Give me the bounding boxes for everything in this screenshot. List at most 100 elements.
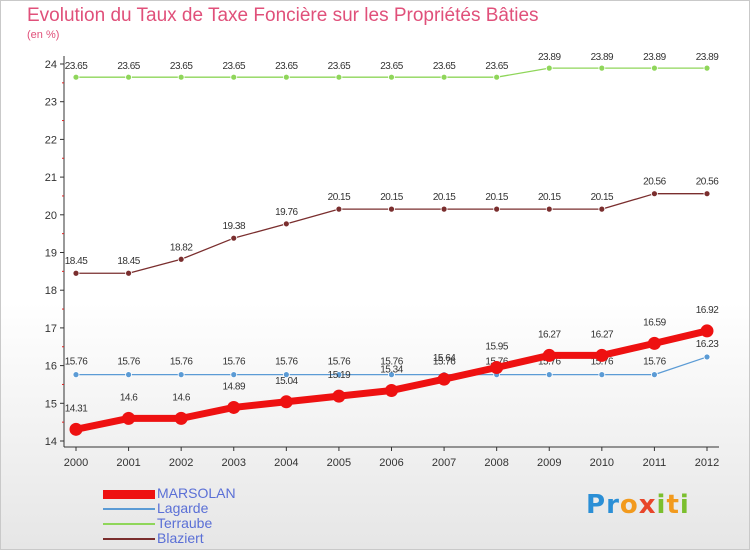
data-label-marsolan: 15.64 — [433, 353, 456, 364]
data-label-terraube: 23.65 — [170, 61, 193, 72]
data-point-blaziert — [440, 205, 448, 213]
data-point-terraube — [177, 73, 185, 81]
data-label-terraube: 23.65 — [380, 61, 403, 72]
data-point-blaziert — [545, 205, 553, 213]
data-point-marsolan — [542, 348, 556, 362]
data-point-blaziert — [651, 190, 658, 198]
data-point-lagarde — [230, 371, 238, 379]
x-tick-label: 2000 — [64, 457, 88, 469]
data-label-lagarde: 15.76 — [591, 357, 614, 368]
data-label-lagarde: 15.76 — [222, 357, 245, 368]
data-point-blaziert — [177, 255, 185, 263]
data-label-lagarde: 16.23 — [696, 339, 719, 350]
data-label-terraube: 23.65 — [433, 61, 456, 72]
x-tick-label: 2008 — [484, 457, 508, 469]
data-point-marsolan — [279, 395, 293, 409]
x-tick-label: 2001 — [116, 457, 140, 469]
data-label-blaziert: 20.15 — [485, 192, 508, 203]
data-label-lagarde: 15.76 — [170, 357, 193, 368]
data-point-terraube — [72, 73, 80, 81]
x-tick-label: 2005 — [327, 457, 351, 469]
data-label-blaziert: 19.76 — [275, 207, 298, 218]
logo-letter: i — [679, 490, 690, 520]
data-point-terraube — [388, 73, 395, 81]
data-point-marsolan — [437, 372, 451, 386]
data-point-terraube — [703, 64, 711, 72]
y-tick-label: 22 — [45, 134, 57, 146]
data-point-lagarde — [545, 371, 553, 379]
data-label-blaziert: 20.56 — [696, 177, 719, 188]
data-label-marsolan: 14.31 — [65, 403, 88, 414]
data-point-lagarde — [177, 371, 185, 379]
y-tick-label: 14 — [45, 436, 57, 448]
data-label-blaziert: 20.56 — [643, 177, 666, 188]
data-point-terraube — [335, 73, 343, 81]
data-label-blaziert: 20.15 — [328, 192, 351, 203]
data-label-terraube: 23.65 — [328, 61, 351, 72]
y-tick-label: 20 — [45, 210, 57, 222]
data-label-terraube: 23.89 — [538, 52, 561, 63]
data-label-lagarde: 15.76 — [275, 357, 298, 368]
data-point-lagarde — [125, 371, 132, 379]
data-point-blaziert — [493, 205, 501, 213]
data-label-terraube: 23.65 — [485, 61, 508, 72]
data-point-lagarde — [72, 371, 80, 379]
x-tick-label: 2007 — [432, 457, 456, 469]
data-label-lagarde: 15.76 — [328, 357, 351, 368]
data-label-blaziert: 18.45 — [117, 256, 140, 267]
data-label-terraube: 23.89 — [696, 52, 719, 63]
legend-swatch-marsolan — [103, 490, 155, 499]
x-tick-label: 2009 — [537, 457, 561, 469]
data-point-terraube — [282, 73, 290, 81]
series-line-marsolan — [75, 327, 708, 433]
x-tick-label: 2003 — [222, 457, 246, 469]
legend-label: Blaziert — [157, 530, 204, 546]
data-point-blaziert — [388, 205, 395, 213]
data-label-blaziert: 19.38 — [222, 221, 245, 232]
data-label-terraube: 23.65 — [65, 61, 88, 72]
data-point-terraube — [125, 73, 132, 81]
data-label-blaziert: 18.45 — [65, 256, 88, 267]
data-point-marsolan — [174, 411, 188, 425]
data-point-lagarde — [703, 353, 711, 361]
data-label-marsolan: 16.59 — [643, 317, 666, 328]
y-tick-label: 17 — [45, 323, 57, 335]
logo-letter: x — [638, 490, 657, 520]
data-label-lagarde: 15.76 — [65, 357, 88, 368]
data-point-marsolan — [385, 383, 398, 397]
data-point-lagarde — [388, 371, 395, 379]
data-label-blaziert: 20.15 — [380, 192, 403, 203]
y-unit-label: (en %) — [27, 29, 60, 41]
data-point-marsolan — [122, 411, 136, 425]
data-point-lagarde — [651, 371, 658, 379]
data-label-terraube: 23.89 — [643, 52, 666, 63]
data-point-blaziert — [282, 220, 290, 228]
x-tick-label: 2012 — [695, 457, 719, 469]
y-tick-label: 21 — [45, 172, 57, 184]
data-point-lagarde — [598, 371, 606, 379]
logo-letter: o — [619, 490, 639, 520]
x-tick-label: 2011 — [643, 457, 667, 469]
y-tick-label: 18 — [45, 285, 57, 297]
data-point-blaziert — [335, 205, 343, 213]
x-tick-label: 2006 — [379, 457, 403, 469]
legend-label: Lagarde — [157, 500, 209, 516]
data-point-marsolan — [647, 336, 661, 350]
logo-letter: t — [666, 490, 680, 520]
data-point-marsolan — [69, 422, 83, 436]
y-tick-label: 19 — [45, 248, 57, 260]
data-label-terraube: 23.65 — [117, 61, 140, 72]
data-label-blaziert: 18.82 — [170, 242, 193, 253]
x-tick-label: 2010 — [590, 457, 614, 469]
data-label-lagarde: 15.76 — [538, 357, 561, 368]
logo-letter: i — [656, 490, 667, 520]
data-point-terraube — [651, 64, 658, 72]
data-label-terraube: 23.89 — [591, 52, 614, 63]
legend-swatch-terraube — [103, 523, 155, 525]
data-label-marsolan: 16.92 — [696, 305, 719, 316]
data-point-blaziert — [72, 269, 80, 277]
data-label-blaziert: 20.15 — [433, 192, 456, 203]
data-label-marsolan: 15.95 — [485, 341, 508, 352]
y-tick-label: 24 — [45, 59, 57, 71]
